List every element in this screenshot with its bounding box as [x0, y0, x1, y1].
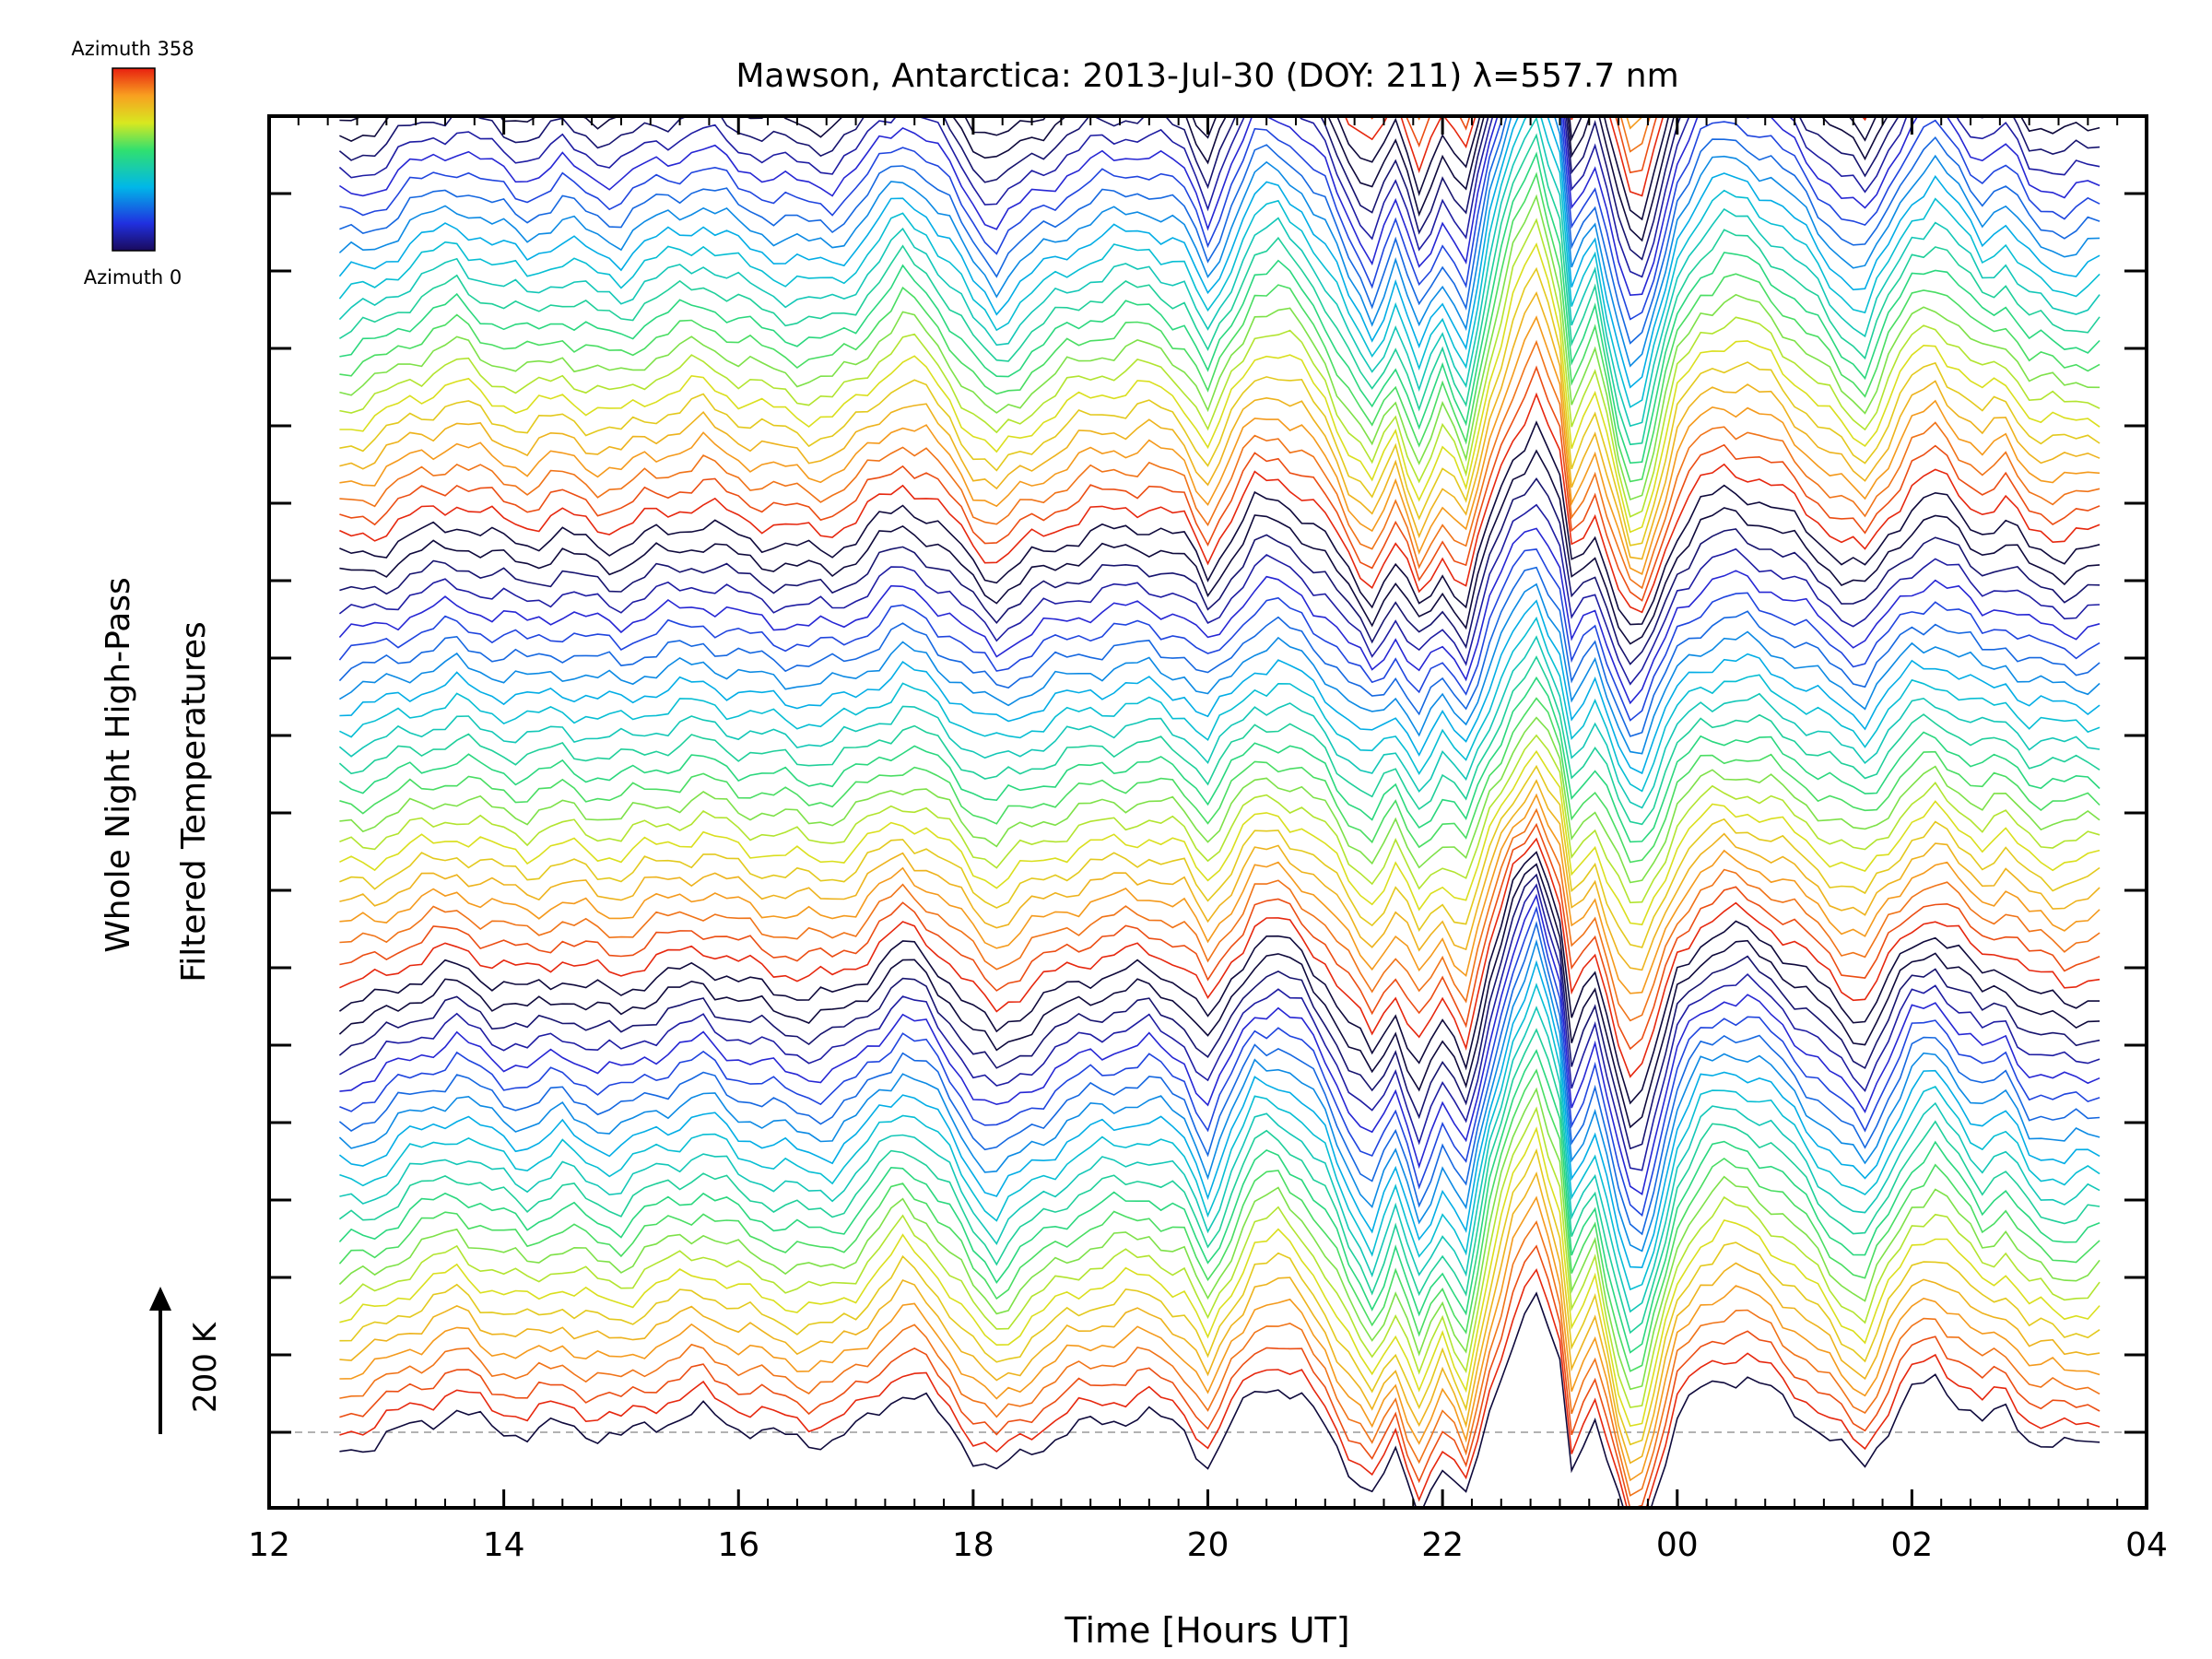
series-line: [339, 449, 2100, 645]
series-line: [339, 365, 2100, 602]
x-tick-labels: 12 14 16 18 20 22 00 02 04: [248, 1526, 2168, 1564]
series-line: [339, 779, 2100, 971]
series-line: [339, 266, 2100, 547]
series-line: [338, 116, 2100, 368]
series-line: [338, 1028, 2100, 1335]
series-line: [339, 1267, 2100, 1508]
series-line: [339, 697, 2100, 864]
series-line: [339, 1244, 2100, 1508]
series-line: [338, 116, 2100, 297]
series-line: [338, 655, 2100, 826]
series-layer: [338, 0, 2100, 1508]
series-line: [339, 1126, 2100, 1428]
series-line: [339, 982, 2100, 1291]
series-line: [339, 392, 2100, 614]
series-line: [338, 1068, 2100, 1372]
series-line: [338, 873, 2100, 1150]
x-tick-label: 22: [1421, 1526, 1464, 1564]
colorbar-top-label: Azimuth 358: [71, 38, 194, 60]
series-line: [338, 566, 2100, 737]
series-line: [338, 1106, 2100, 1408]
series-line: [339, 171, 2100, 483]
series-line: [338, 863, 2100, 1129]
series-line: [339, 0, 2100, 22]
series-line: [339, 837, 2100, 1078]
series-line: [339, 893, 2100, 1196]
x-tick-label: 14: [483, 1526, 525, 1564]
series-line: [338, 635, 2100, 809]
plot-area: 12 14 16 18 20 22 00 02 04: [248, 0, 2168, 1564]
series-line: [339, 339, 2100, 590]
series-line: [338, 959, 2100, 1269]
series-line: [338, 133, 2100, 446]
series-line: [339, 116, 2100, 242]
x-tick-label: 18: [952, 1526, 994, 1564]
series-line: [339, 749, 2100, 926]
series-line: [338, 548, 2100, 722]
colorbar-gradient: [112, 67, 156, 252]
x-tick-label: 04: [2125, 1526, 2168, 1564]
series-line: [339, 218, 2100, 518]
series-line: [338, 676, 2100, 843]
series-line: [338, 116, 2100, 389]
series-line: [339, 793, 2100, 994]
series-line: [339, 194, 2100, 501]
series-line: [339, 1195, 2100, 1482]
colorbar-bottom-label: Azimuth 0: [84, 266, 182, 288]
series-line: [338, 1048, 2100, 1354]
tick-layer: [267, 116, 2148, 1508]
series-line: [339, 1220, 2100, 1497]
series-line: [339, 905, 2100, 1218]
scale-arrow-head: [149, 1287, 171, 1311]
chart-title: Mawson, Antarctica: 2013-Jul-30 (DOY: 21…: [735, 57, 1678, 95]
y-axis-label-line1: Whole Night High-Pass: [100, 577, 137, 953]
x-tick-label: 20: [1187, 1526, 1230, 1564]
series-line: [339, 477, 2100, 665]
series-line: [339, 116, 2100, 345]
y-axis-label-line2: Filtered Temperatures: [175, 621, 213, 982]
series-line: [338, 503, 2100, 686]
series-line: [339, 734, 2100, 904]
series-line: [338, 582, 2100, 755]
series-line: [339, 242, 2100, 534]
series-line: [339, 420, 2100, 626]
series-line: [338, 116, 2100, 428]
series-line: [338, 1087, 2100, 1391]
scale-label: 200 K: [187, 1321, 224, 1413]
x-tick-label: 02: [1890, 1526, 1933, 1564]
x-tick-label: 00: [1656, 1526, 1699, 1564]
series-line: [338, 851, 2100, 1105]
x-axis-label: Time [Hours UT]: [1064, 1610, 1349, 1651]
series-line: [338, 938, 2100, 1253]
series-line: [339, 1147, 2100, 1446]
series-line: [339, 822, 2100, 1051]
series-line: [339, 116, 2100, 321]
x-tick-label: 16: [717, 1526, 759, 1564]
series-line: [339, 616, 2100, 793]
series-line: [338, 116, 2100, 261]
series-line: [339, 716, 2100, 884]
series-line: [339, 883, 2100, 1171]
series-line: [339, 1291, 2100, 1508]
x-tick-label: 12: [248, 1526, 290, 1564]
series-line: [339, 1006, 2100, 1313]
series-line: [339, 599, 2100, 775]
series-line: [339, 315, 2100, 576]
series-line: [339, 807, 2100, 1022]
series-line: [338, 116, 2100, 408]
series-line: [339, 1171, 2100, 1465]
series-line: [339, 291, 2100, 560]
scale-indicator: 200 K: [149, 1287, 224, 1434]
series-line: [338, 920, 2100, 1236]
series-line: [338, 527, 2100, 705]
series-line: [339, 764, 2100, 948]
series-line: [339, 0, 2100, 48]
series-line: [339, 151, 2100, 465]
series-line: [338, 116, 2100, 278]
colorbar: Azimuth 358 Azimuth 0: [71, 38, 194, 288]
